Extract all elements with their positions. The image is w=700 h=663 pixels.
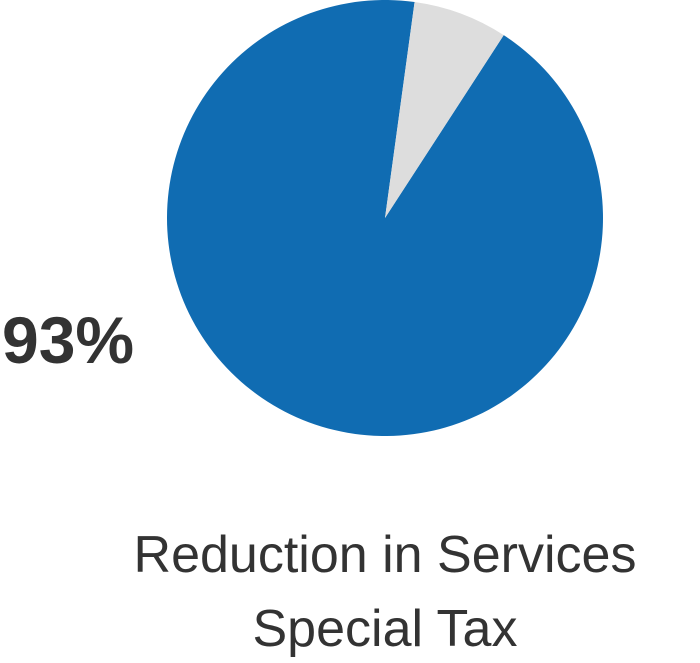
percentage-label: 93% — [2, 303, 135, 377]
chart-title-line-1: Reduction in Services — [133, 526, 637, 584]
pie-slice-main — [167, 0, 603, 436]
chart-title-line-2: Special Tax — [252, 600, 518, 658]
pie-slice-remainder — [385, 2, 504, 219]
